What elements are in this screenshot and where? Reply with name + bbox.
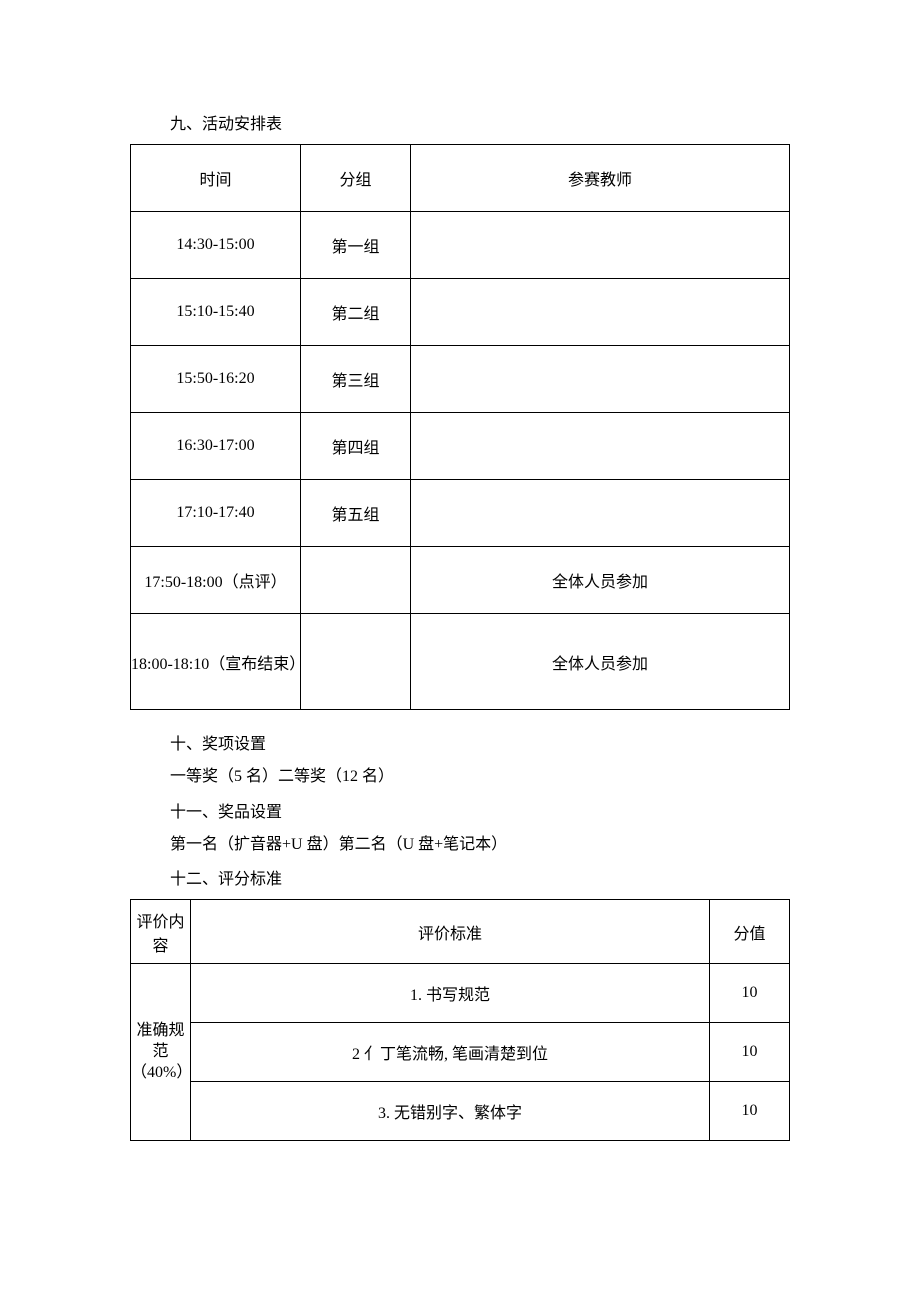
header-content: 评价内容 <box>131 900 191 964</box>
cell-group: 第一组 <box>301 212 411 279</box>
section-11-text: 第一名（扩音器+U 盘）第二名（U 盘+笔记本） <box>170 832 790 858</box>
cell-group: 第三组 <box>301 346 411 413</box>
table-row: 准确规范（40%） 1. 书写规范 10 <box>131 964 790 1023</box>
table-row: 16:30-17:00 第四组 <box>131 413 790 480</box>
header-teacher: 参赛教师 <box>411 145 790 212</box>
cell-criterion: 2 亻丁笔流畅, 笔画清楚到位 <box>191 1023 710 1082</box>
header-time: 时间 <box>131 145 301 212</box>
cell-teacher <box>411 480 790 547</box>
cell-teacher <box>411 413 790 480</box>
cell-time: 16:30-17:00 <box>131 413 301 480</box>
table-row: 14:30-15:00 第一组 <box>131 212 790 279</box>
table-row: 18:00-18:10（宣布结束） 全体人员参加 <box>131 614 790 710</box>
cell-time: 18:00-18:10（宣布结束） <box>131 614 301 710</box>
cell-time: 17:10-17:40 <box>131 480 301 547</box>
cell-group <box>301 614 411 710</box>
table-row: 15:50-16:20 第三组 <box>131 346 790 413</box>
document-page: 九、活动安排表 时间 分组 参赛教师 14:30-15:00 第一组 15:10… <box>0 0 920 1221</box>
cell-teacher <box>411 279 790 346</box>
cell-teacher <box>411 346 790 413</box>
cell-criterion: 3. 无错别字、繁体字 <box>191 1082 710 1141</box>
scoring-table: 评价内容 评价标准 分值 准确规范（40%） 1. 书写规范 10 2 亻丁笔流… <box>130 899 790 1141</box>
cell-teacher <box>411 212 790 279</box>
section-11-title: 十一、奖品设置 <box>170 798 790 822</box>
header-score: 分值 <box>710 900 790 964</box>
section-10-text: 一等奖（5 名）二等奖（12 名） <box>170 764 790 790</box>
cell-category: 准确规范（40%） <box>131 964 191 1141</box>
cell-score: 10 <box>710 964 790 1023</box>
cell-teacher: 全体人员参加 <box>411 614 790 710</box>
schedule-table: 时间 分组 参赛教师 14:30-15:00 第一组 15:10-15:40 第… <box>130 144 790 710</box>
cell-time: 17:50-18:00（点评） <box>131 547 301 614</box>
header-criterion: 评价标准 <box>191 900 710 964</box>
cell-time: 15:10-15:40 <box>131 279 301 346</box>
cell-criterion: 1. 书写规范 <box>191 964 710 1023</box>
cell-teacher: 全体人员参加 <box>411 547 790 614</box>
header-group: 分组 <box>301 145 411 212</box>
section-10-title: 十、奖项设置 <box>170 730 790 754</box>
table-header-row: 时间 分组 参赛教师 <box>131 145 790 212</box>
table-row: 17:50-18:00（点评） 全体人员参加 <box>131 547 790 614</box>
section-12-title: 十二、评分标准 <box>170 865 790 889</box>
table-row: 15:10-15:40 第二组 <box>131 279 790 346</box>
cell-group <box>301 547 411 614</box>
cell-score: 10 <box>710 1023 790 1082</box>
table-row: 3. 无错别字、繁体字 10 <box>131 1082 790 1141</box>
table-row: 2 亻丁笔流畅, 笔画清楚到位 10 <box>131 1023 790 1082</box>
cell-time: 15:50-16:20 <box>131 346 301 413</box>
cell-group: 第四组 <box>301 413 411 480</box>
table-row: 17:10-17:40 第五组 <box>131 480 790 547</box>
cell-group: 第五组 <box>301 480 411 547</box>
table-header-row: 评价内容 评价标准 分值 <box>131 900 790 964</box>
cell-time: 14:30-15:00 <box>131 212 301 279</box>
cell-group: 第二组 <box>301 279 411 346</box>
cell-score: 10 <box>710 1082 790 1141</box>
section-9-title: 九、活动安排表 <box>170 110 790 134</box>
